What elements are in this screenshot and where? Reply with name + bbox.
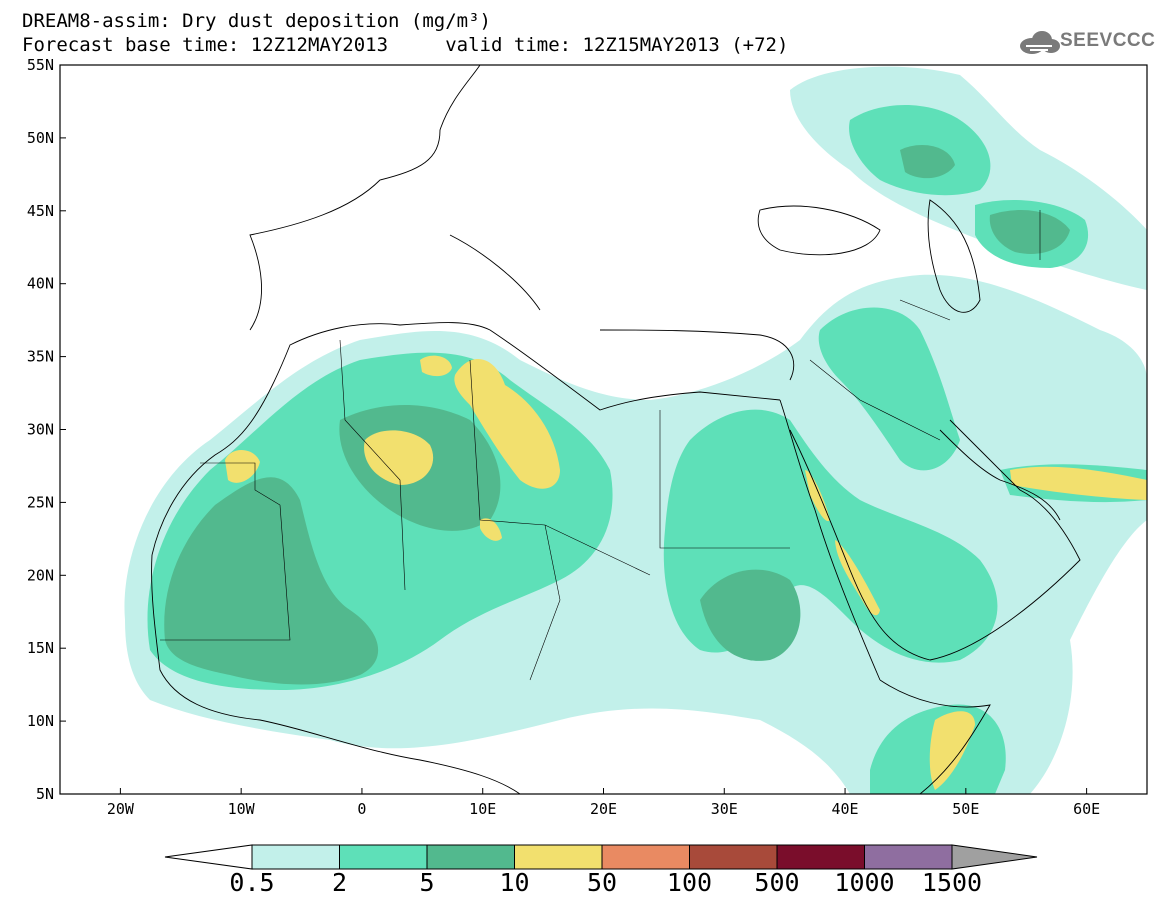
colorbar-label: 10	[499, 868, 530, 897]
deposition-field	[124, 65, 1147, 794]
contour-5-d	[989, 210, 1070, 254]
coastlines	[151, 65, 1081, 794]
contour-10-c	[420, 355, 452, 377]
y-tick-label: 20N	[27, 566, 54, 584]
coast-n-africa	[151, 322, 781, 556]
x-tick-label: 20E	[590, 800, 617, 818]
coast-w-africa	[151, 554, 521, 794]
colorbar-label: 500	[754, 868, 800, 897]
colorbar-swatch	[864, 844, 953, 870]
colorbar-label: 2	[331, 868, 348, 897]
coast-horn	[879, 679, 991, 794]
contour-10-b	[454, 358, 560, 489]
coast-italy	[449, 234, 541, 311]
x-tick-label: 60E	[1073, 800, 1100, 818]
coast-black-sea	[757, 205, 881, 256]
colorbar-upper-extend	[951, 844, 1038, 870]
contour-5-c	[700, 569, 801, 661]
coast-arabia	[789, 419, 1081, 661]
x-tick-label: 0	[357, 800, 366, 818]
colorbar-swatch	[426, 844, 515, 870]
x-tick-label: 30E	[711, 800, 738, 818]
colorbar	[164, 844, 1038, 870]
cloud-icon	[1020, 31, 1060, 54]
y-tick-label: 30N	[27, 421, 54, 439]
contour-10-f	[1010, 466, 1147, 500]
colorbar-swatch	[689, 844, 778, 870]
colorbar-swatch	[251, 844, 340, 870]
colorbar-label: 0.5	[229, 868, 275, 897]
country-borders	[160, 210, 1041, 681]
colorbar-swatch	[339, 844, 428, 870]
colorbar-label: 1000	[834, 868, 895, 897]
x-tick-label: 10E	[469, 800, 496, 818]
coast-med-east	[599, 329, 795, 381]
coast-gulf	[939, 429, 1061, 521]
y-tick-label: 15N	[27, 639, 54, 657]
coast-red-sea	[779, 399, 881, 681]
contour-10-h	[835, 540, 880, 616]
logo-text: SEEVCCC	[1060, 30, 1156, 51]
y-tick-label: 45N	[27, 202, 54, 220]
y-tick-label: 55N	[27, 56, 54, 74]
x-tick-label: 20W	[107, 800, 135, 818]
x-tick-label: 10W	[228, 800, 256, 818]
y-tick-label: 40N	[27, 275, 54, 293]
contour-10-d	[225, 450, 260, 483]
contour-10-a	[364, 430, 434, 485]
colorbar-swatch	[601, 844, 690, 870]
map-subtitle: Forecast base time: 12Z12MAY2013 valid t…	[22, 34, 789, 56]
contour-10-i	[805, 470, 830, 522]
colorbar-swatch	[514, 844, 603, 870]
colorbar-label: 5	[419, 868, 435, 897]
coast-caspian	[927, 199, 981, 313]
contour-10-e	[480, 518, 502, 541]
y-tick-label: 5N	[36, 785, 54, 803]
colorbar-label: 50	[586, 868, 618, 897]
x-tick-label: 40E	[832, 800, 859, 818]
map-title: DREAM8-assim: Dry dust deposition (mg/m³…	[22, 10, 491, 32]
contour-5-e	[900, 145, 955, 179]
contour-5	[164, 477, 379, 685]
y-tick-label: 10N	[27, 712, 54, 730]
y-tick-label: 50N	[27, 129, 54, 147]
colorbar-swatch	[776, 844, 865, 870]
axis-ticks: 20W 10W 0 10E 20E 30E 40E 50E 60E 55N 50N 45N 40N 35N…	[27, 56, 1100, 818]
y-tick-label: 25N	[27, 493, 54, 511]
contour-2-arabia	[818, 307, 960, 471]
x-tick-label: 50E	[952, 800, 979, 818]
colorbar-label: 1500	[921, 868, 983, 897]
colorbar-label: 100	[666, 868, 713, 897]
colorbar-lower-extend	[164, 844, 253, 870]
coast-europe	[249, 65, 481, 331]
y-tick-label: 35N	[27, 348, 54, 366]
contour-10-g	[929, 711, 975, 790]
